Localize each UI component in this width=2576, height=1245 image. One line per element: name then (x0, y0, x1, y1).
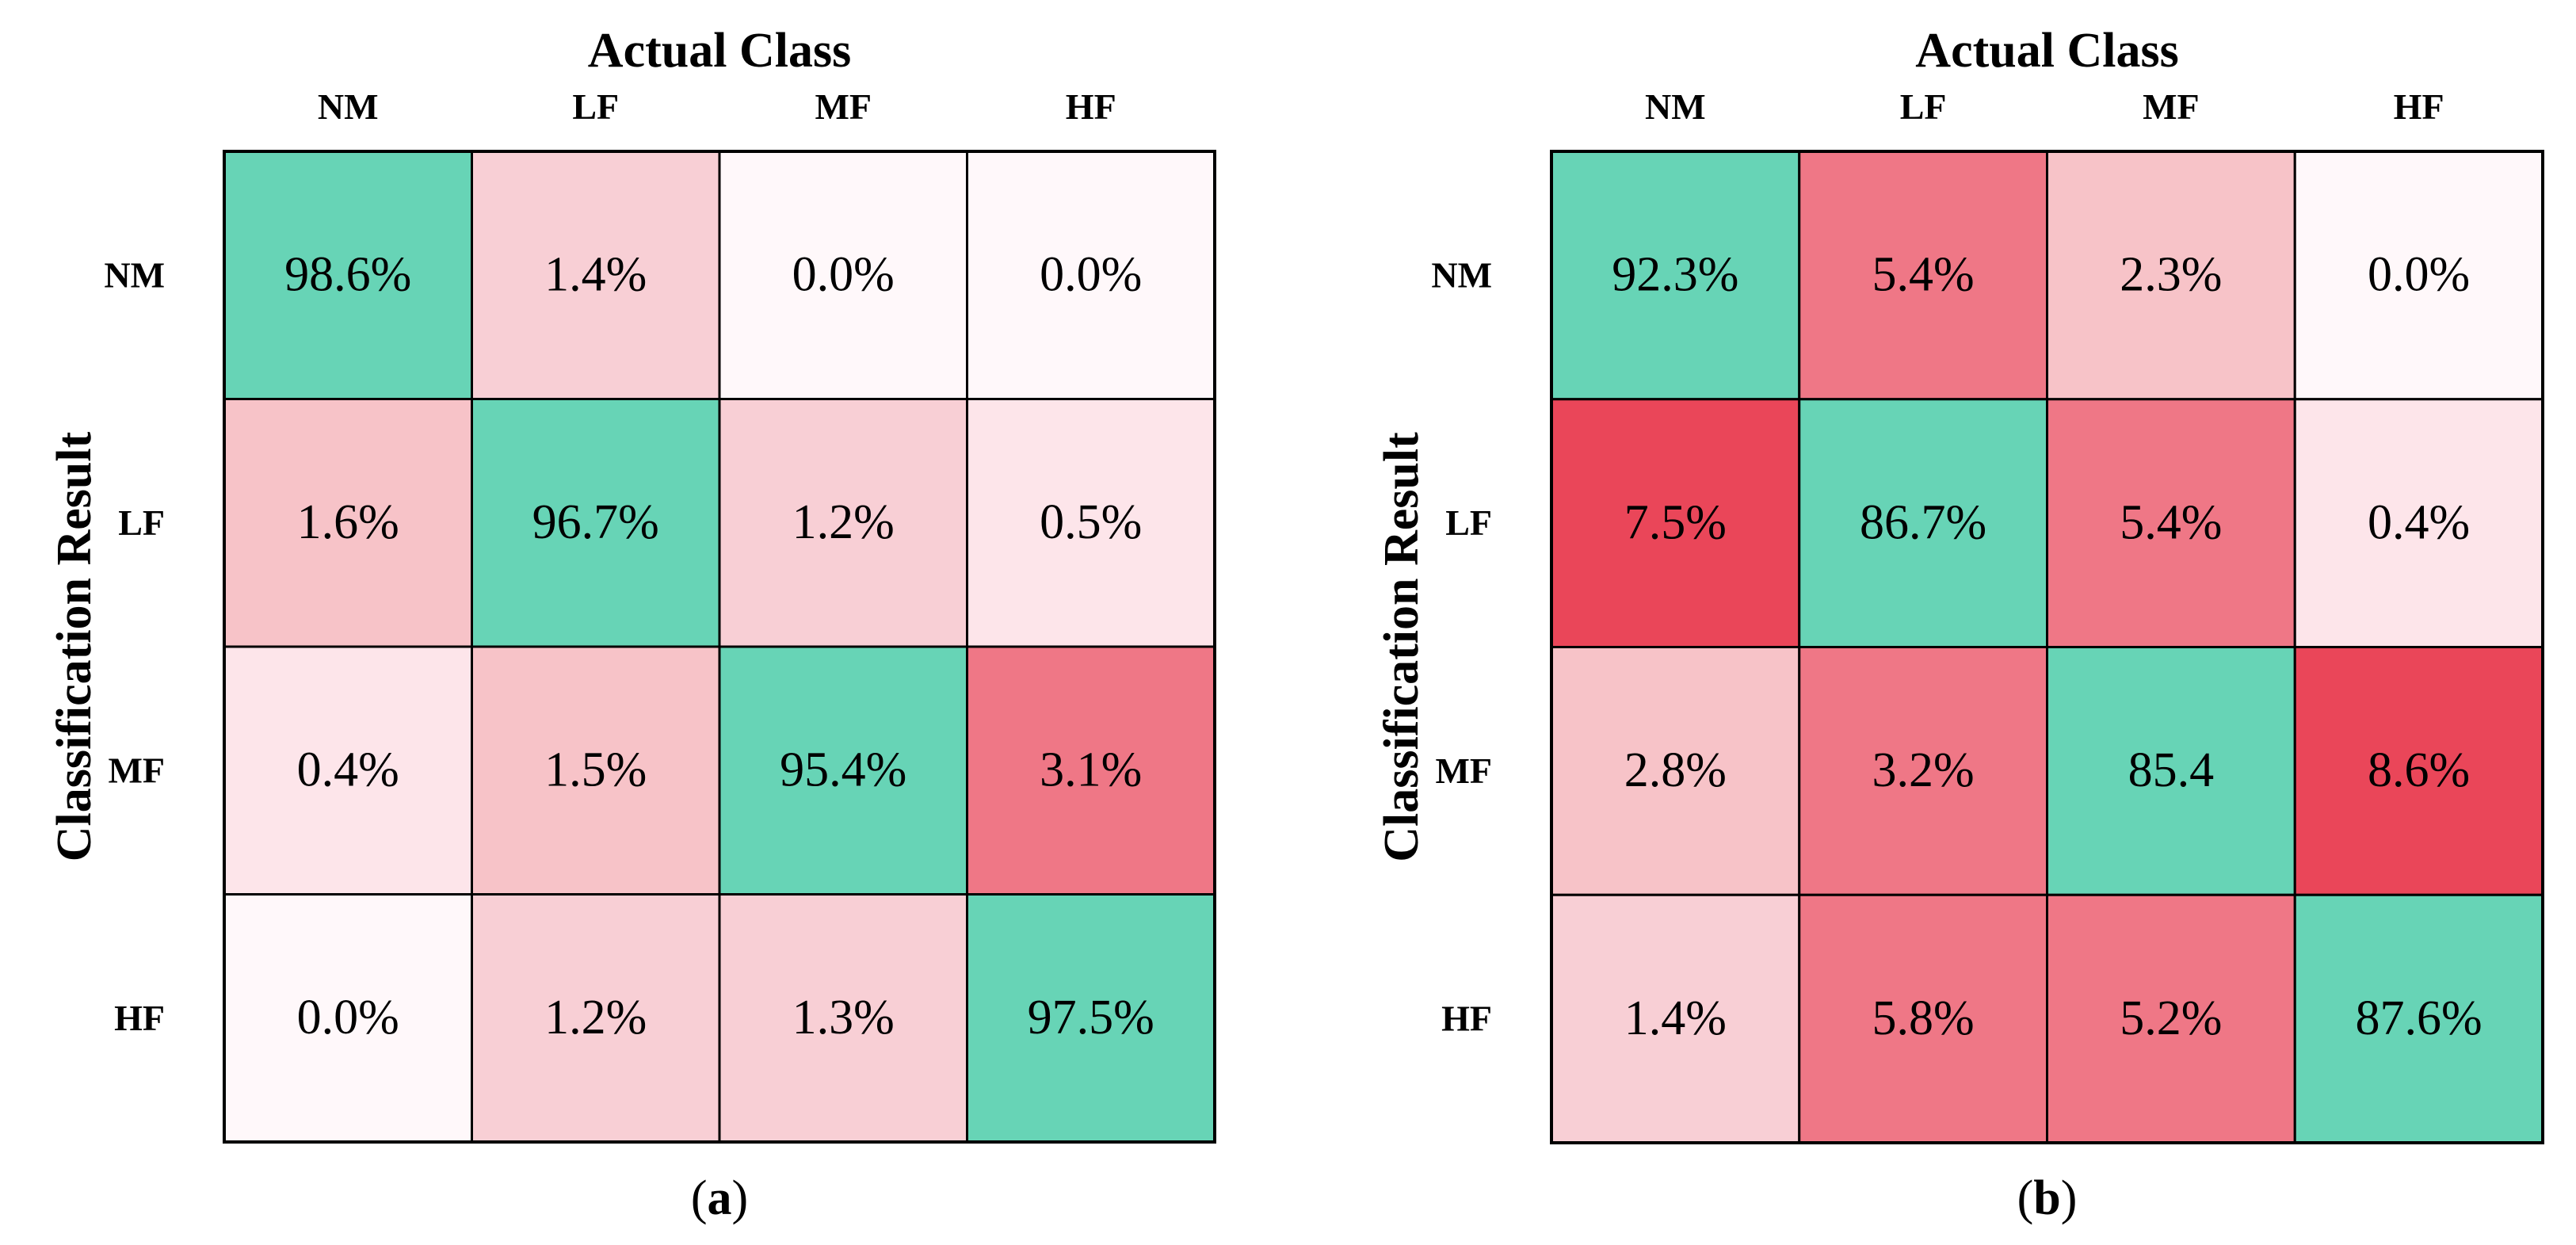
panel-label: (b) (2017, 1171, 2078, 1225)
matrix-cell (223, 150, 473, 400)
matrix-border (1550, 150, 2544, 1144)
row-label: NM (104, 254, 165, 295)
cell-value-label: 85.4 (2128, 743, 2215, 797)
matrix-cell (471, 398, 721, 648)
cell-value-label: 0.4% (2368, 495, 2470, 549)
cell-value-label: 5.2% (2120, 991, 2222, 1045)
cell-value-label: 0.0% (297, 991, 399, 1045)
cell-value-label: 0.0% (1040, 247, 1142, 301)
cell-value-label: 1.2% (792, 495, 895, 549)
matrix-cell (471, 645, 721, 896)
matrix-cell (718, 893, 968, 1144)
cell-value-label: 1.6% (297, 495, 399, 549)
cell-value-label: 0.0% (2368, 248, 2470, 302)
cell-value-label: 86.7% (1860, 495, 1986, 549)
cell-value-label: 7.5% (1624, 495, 1727, 549)
row-label: MF (1435, 750, 1492, 791)
x-axis-title: Actual Class (588, 24, 851, 78)
matrix-cell (471, 150, 721, 400)
matrix-cell (1798, 646, 2048, 896)
matrix-cell (223, 398, 473, 648)
cell-value-label: 87.6% (2356, 991, 2483, 1045)
matrix-cell (1550, 398, 1801, 648)
matrix-cell (1798, 150, 2048, 401)
cell-value-label: 0.5% (1040, 495, 1142, 549)
matrix-cell (471, 893, 721, 1144)
column-label: LF (1900, 86, 1947, 127)
matrix-cell (966, 398, 1216, 648)
cell-value-label: 1.2% (544, 991, 647, 1045)
cell-value-label: 3.1% (1040, 743, 1142, 796)
row-label: LF (118, 502, 165, 543)
cell-value-label: 2.8% (1624, 743, 1727, 797)
matrix-cell (223, 893, 473, 1144)
cell-value-label: 0.0% (792, 247, 895, 301)
row-label: HF (1441, 999, 1492, 1039)
cell-value-label: 98.6% (284, 247, 411, 301)
panel-label: (a) (691, 1171, 748, 1225)
matrix-cell (1798, 893, 2048, 1144)
matrix-cell (2293, 893, 2544, 1144)
column-label: MF (815, 86, 872, 127)
cell-value-label: 8.6% (2368, 743, 2470, 797)
column-label: NM (318, 86, 379, 127)
cell-value-label: 95.4% (780, 743, 906, 796)
cell-value-label: 5.4% (2120, 495, 2222, 549)
cell-value-label: 5.4% (1872, 248, 1975, 302)
panel-b: 92.3% 5.4% 2.3% 0.0% 7.5% 86.7% 5.4% 0.4% 2.8% 3.… (1375, 24, 2544, 1225)
panel-a: 98.6% 1.4% 0.0% 0.0% 1.6% 96.7% 1.2% 0.5% 0.4% 1.… (48, 24, 1216, 1225)
cell-value-label: 5.8% (1872, 991, 1975, 1045)
cell-value-label: 1.4% (544, 247, 647, 301)
y-axis-title: Classification Result (48, 431, 101, 861)
cell-value-label: 97.5% (1028, 991, 1154, 1045)
row-label: HF (114, 998, 165, 1038)
column-label: LF (572, 86, 619, 127)
matrix-cell (1798, 398, 2048, 648)
x-axis-title: Actual Class (1915, 24, 2178, 78)
cell-value-label: 1.4% (1624, 991, 1727, 1045)
cell-value-label: 1.3% (792, 991, 895, 1045)
matrix-cell (2293, 398, 2544, 648)
cell-value-label: 0.4% (297, 743, 399, 796)
cell-value-label: 96.7% (532, 495, 659, 549)
row-label: LF (1445, 502, 1492, 543)
matrix-border (223, 150, 1216, 1144)
column-label: HF (2394, 86, 2444, 127)
matrix-cell (966, 645, 1216, 896)
cell-value-label: 92.3% (1612, 248, 1738, 302)
y-axis-title: Classification Result (1375, 432, 1429, 862)
matrix-cell (2046, 646, 2296, 896)
row-label: NM (1431, 254, 1492, 295)
matrix-cell (966, 893, 1216, 1144)
matrix-cell (966, 150, 1216, 400)
column-label: NM (1645, 86, 1706, 127)
row-label: MF (108, 750, 165, 790)
matrix-cell (1550, 893, 1801, 1144)
cell-value-label: 3.2% (1872, 743, 1975, 797)
cell-value-label: 1.5% (544, 743, 647, 796)
column-label: MF (2143, 86, 2200, 127)
cell-value-label: 2.3% (2120, 248, 2222, 302)
matrix-cell (2293, 646, 2544, 896)
column-label: HF (1066, 86, 1116, 127)
matrix-cell (2046, 893, 2296, 1144)
matrix-cell (2046, 398, 2296, 648)
